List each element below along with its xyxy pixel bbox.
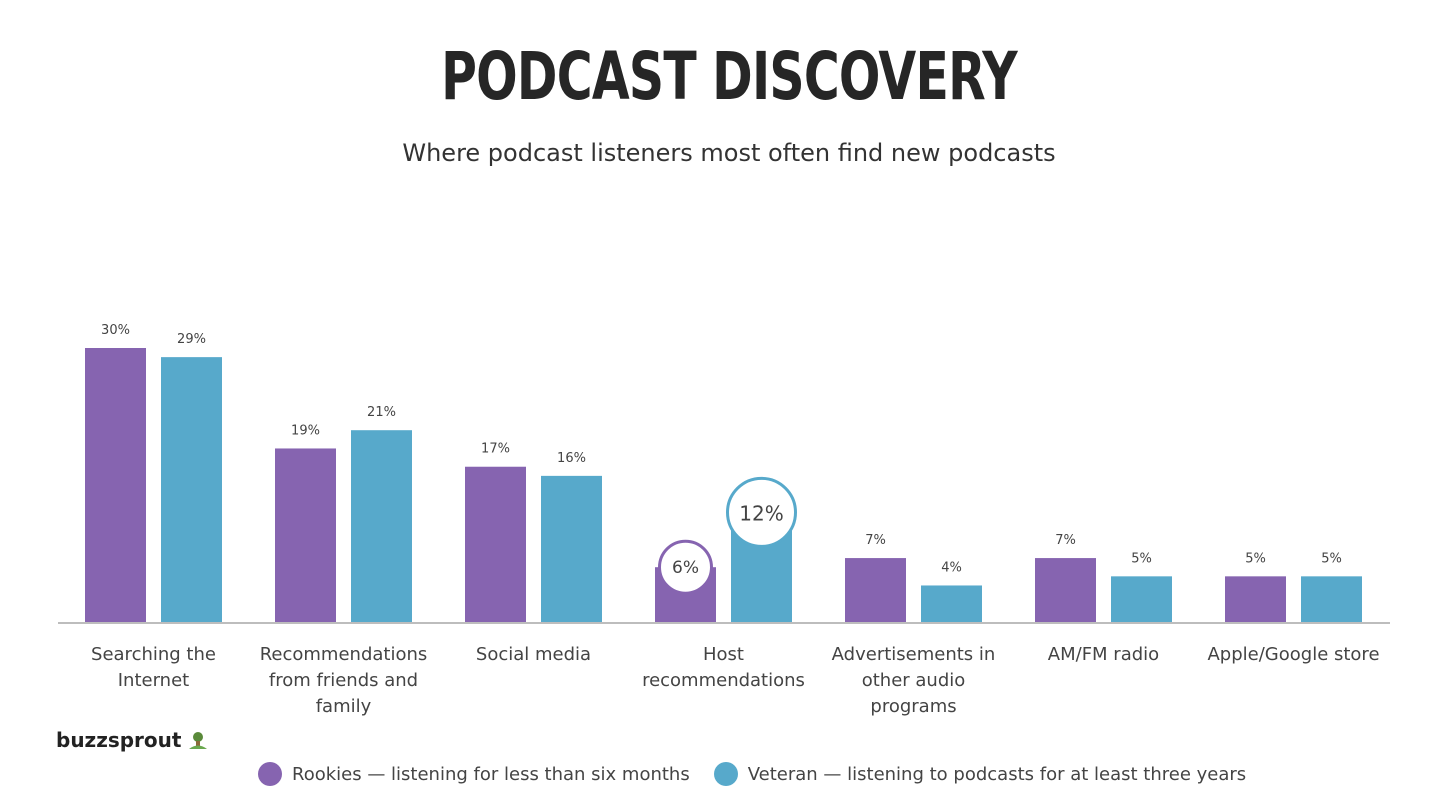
data-label-veteran-6: 5%	[1321, 551, 1342, 566]
bar-veteran-2	[541, 475, 602, 622]
data-label-veteran-4: 4%	[941, 560, 962, 575]
bar-rookies-4	[845, 558, 906, 622]
bar-veteran-0	[161, 357, 222, 622]
bar-veteran-4	[921, 585, 982, 622]
category-label-4: Advertisements in other audio programs	[832, 644, 996, 717]
brand-name: buzzsprout	[56, 728, 182, 752]
bar-veteran-1	[351, 430, 412, 622]
data-label-ring-rookies-3	[658, 539, 713, 595]
data-label-rookies-0: 30%	[101, 323, 130, 338]
data-label-rookies-1: 19%	[291, 423, 320, 438]
bar-veteran-6	[1301, 576, 1362, 622]
category-label-0: Searching the Internet	[91, 644, 216, 691]
category-label-2: Social media	[476, 644, 591, 665]
bar-rookies-6	[1225, 576, 1286, 622]
chart-title: PODCAST DISCOVERY	[441, 38, 1018, 115]
data-label-veteran-0: 29%	[177, 332, 206, 347]
buzzsprout-logo: buzzsprout	[56, 722, 220, 758]
data-label-ring-veteran-3	[726, 476, 797, 548]
bar-rookies-0	[85, 348, 146, 622]
category-label-3: Host recommendations	[642, 644, 805, 691]
chart-subtitle: Where podcast listeners most often find …	[402, 139, 1056, 167]
category-label-6: Apple/Google store	[1207, 644, 1379, 665]
data-label-rookies-2: 17%	[481, 442, 510, 457]
bar-rookies-2	[465, 466, 526, 622]
data-label-rookies-5: 7%	[1055, 533, 1076, 548]
legend-item-rookies: Rookies — listening for less than six mo…	[258, 762, 690, 786]
data-label-veteran-5: 5%	[1131, 551, 1152, 566]
legend-swatch-rookies	[258, 762, 282, 786]
chart-legend: Rookies — listening for less than six mo…	[258, 762, 1246, 786]
bar-rookies-1	[275, 448, 336, 622]
bar-rookies-5	[1035, 558, 1096, 622]
category-label-1: Recommendations from friends and family	[260, 644, 428, 717]
data-label-veteran-2: 16%	[557, 451, 586, 466]
legend-label-veteran: Veteran — listening to podcasts for at l…	[747, 763, 1247, 785]
category-label-5: AM/FM radio	[1048, 644, 1159, 665]
microphone-icon	[189, 732, 208, 749]
legend-item-veteran: Veteran — listening to podcasts for at l…	[713, 762, 1247, 786]
data-label-rookies-6: 5%	[1245, 551, 1266, 566]
legend-label-rookies: Rookies — listening for less than six mo…	[292, 763, 690, 785]
data-label-rookies-3: 6%	[672, 558, 699, 578]
data-label-veteran-1: 21%	[367, 405, 396, 420]
data-label-rookies-4: 7%	[865, 533, 886, 548]
bar-veteran-5	[1111, 576, 1172, 622]
data-label-veteran-3: 12%	[739, 501, 783, 525]
legend-swatch-veteran	[713, 762, 738, 786]
